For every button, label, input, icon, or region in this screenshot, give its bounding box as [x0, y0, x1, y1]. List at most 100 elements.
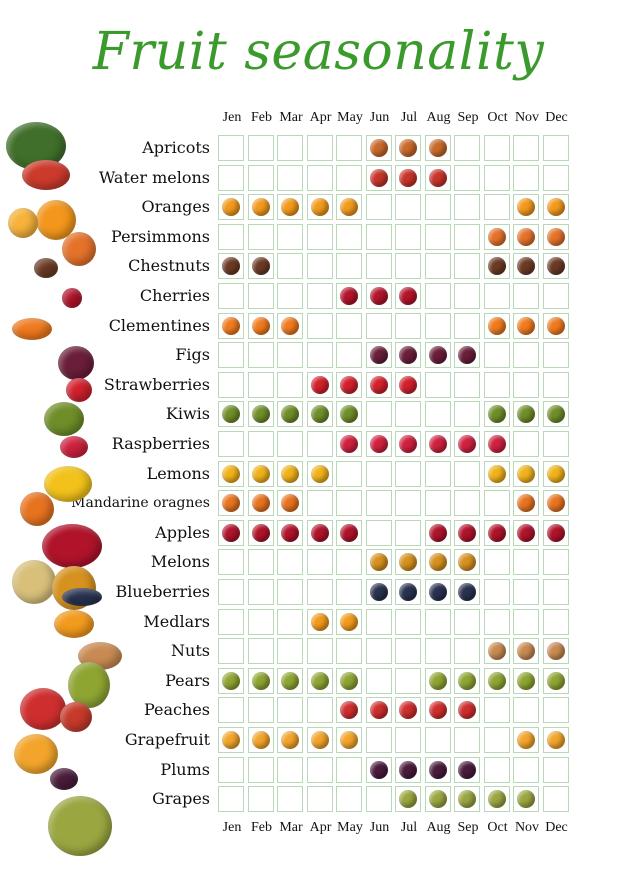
cell-nuts-jen	[218, 638, 244, 665]
fruit-illustration-12	[60, 436, 88, 458]
chart-title: Fruit seasonality	[92, 22, 545, 82]
season-mark-apples-mar	[281, 523, 299, 542]
cell-clementines-jul	[395, 312, 421, 339]
cell-persimmons-aug	[424, 223, 451, 250]
cell-apples-jul	[395, 519, 421, 546]
season-mark-clementines-oct	[487, 316, 506, 335]
season-mark-pears-jen	[222, 671, 240, 690]
cell-blueberries-feb	[247, 579, 274, 605]
cell-cherries-sep	[454, 283, 480, 309]
month-label-top-nov: Nov	[514, 110, 540, 125]
season-mark-peaches-jun	[369, 701, 388, 720]
cell-water-melons-oct	[483, 164, 510, 191]
cell-mandarine-oragnes-aug	[424, 490, 451, 517]
cell-lemons-aug	[424, 460, 451, 487]
cell-mandarine-oragnes-may	[336, 490, 362, 517]
row-label-oranges: Oranges	[141, 197, 210, 217]
season-mark-grapefruit-nov	[517, 731, 535, 749]
cell-figs-mar	[277, 342, 303, 369]
cell-cherries-mar	[277, 283, 303, 309]
cell-peaches-nov	[513, 697, 539, 724]
cell-persimmons-sep	[454, 223, 480, 250]
fruit-illustration-23	[60, 702, 92, 732]
season-mark-mandarine-oragnes-mar	[281, 494, 299, 513]
season-mark-oranges-nov	[517, 198, 535, 217]
month-label-bottom-oct: Oct	[487, 820, 508, 835]
cell-water-melons-feb	[247, 164, 274, 191]
month-label-top-jen: Jen	[222, 110, 242, 125]
season-mark-apricots-jun	[369, 139, 388, 157]
month-label-bottom-jen: Jen	[222, 820, 242, 835]
cell-melons-jen	[218, 549, 244, 576]
cell-persimmons-feb	[247, 223, 274, 250]
cell-water-melons-may	[336, 164, 362, 191]
season-mark-clementines-feb	[251, 316, 270, 335]
season-mark-strawberries-jun	[369, 375, 388, 394]
row-label-lemons: Lemons	[146, 463, 210, 483]
cell-medlars-jun	[365, 608, 392, 635]
season-mark-mandarine-oragnes-feb	[251, 494, 270, 513]
cell-plums-jen	[218, 756, 244, 783]
season-mark-blueberries-jun	[369, 583, 388, 601]
season-mark-peaches-sep	[458, 701, 476, 720]
cell-water-melons-nov	[513, 164, 539, 191]
season-mark-grapefruit-apr	[310, 731, 329, 749]
season-mark-cherries-may	[340, 287, 358, 305]
cell-grapes-jun	[365, 786, 392, 813]
season-mark-melons-jun	[369, 553, 388, 572]
season-mark-medlars-apr	[310, 612, 329, 631]
cell-strawberries-dec	[542, 371, 569, 398]
season-mark-pears-nov	[517, 671, 535, 690]
season-mark-kiwis-jen	[222, 405, 240, 424]
season-mark-apples-may	[340, 523, 358, 542]
cell-blueberries-may	[336, 579, 362, 605]
season-mark-strawberries-apr	[310, 375, 329, 394]
fruit-illustration-21	[68, 662, 110, 708]
cell-apricots-may	[336, 135, 362, 161]
season-mark-oranges-mar	[281, 198, 299, 217]
season-mark-melons-aug	[428, 553, 447, 572]
season-mark-chestnuts-jen	[222, 257, 240, 276]
season-mark-mandarine-oragnes-nov	[517, 494, 535, 513]
season-mark-chestnuts-feb	[251, 257, 270, 276]
season-mark-chestnuts-nov	[517, 257, 535, 276]
cell-raspberries-mar	[277, 431, 303, 457]
cell-melons-nov	[513, 549, 539, 576]
season-mark-oranges-jen	[222, 198, 240, 217]
cell-strawberries-jen	[218, 371, 244, 398]
cell-clementines-aug	[424, 312, 451, 339]
season-mark-figs-aug	[428, 346, 447, 365]
month-label-bottom-aug: Aug	[426, 820, 451, 835]
cell-peaches-feb	[247, 697, 274, 724]
season-mark-figs-jul	[399, 346, 417, 365]
cell-grapefruit-jul	[395, 727, 421, 753]
season-mark-grapefruit-may	[340, 731, 358, 749]
season-mark-nuts-oct	[487, 642, 506, 661]
cell-peaches-mar	[277, 697, 303, 724]
season-mark-peaches-aug	[428, 701, 447, 720]
cell-blueberries-mar	[277, 579, 303, 605]
season-mark-kiwis-oct	[487, 405, 506, 424]
season-mark-lemons-apr	[310, 464, 329, 483]
cell-oranges-jul	[395, 194, 421, 221]
cell-figs-dec	[542, 342, 569, 369]
cell-melons-mar	[277, 549, 303, 576]
cell-kiwis-jun	[365, 401, 392, 428]
season-mark-raspberries-jun	[369, 435, 388, 453]
cell-grapes-jen	[218, 786, 244, 813]
cell-figs-oct	[483, 342, 510, 369]
cell-strawberries-aug	[424, 371, 451, 398]
season-mark-pears-dec	[546, 671, 565, 690]
fruit-illustration-8	[12, 318, 52, 340]
month-label-bottom-jun: Jun	[369, 820, 390, 835]
cell-chestnuts-may	[336, 253, 362, 280]
season-mark-kiwis-nov	[517, 405, 535, 424]
cell-nuts-sep	[454, 638, 480, 665]
cell-raspberries-nov	[513, 431, 539, 457]
cell-apricots-jen	[218, 135, 244, 161]
season-mark-cherries-jul	[399, 287, 417, 305]
cell-grapefruit-aug	[424, 727, 451, 753]
cell-grapefruit-oct	[483, 727, 510, 753]
month-label-bottom-sep: Sep	[457, 820, 479, 835]
cell-apricots-apr	[306, 135, 333, 161]
